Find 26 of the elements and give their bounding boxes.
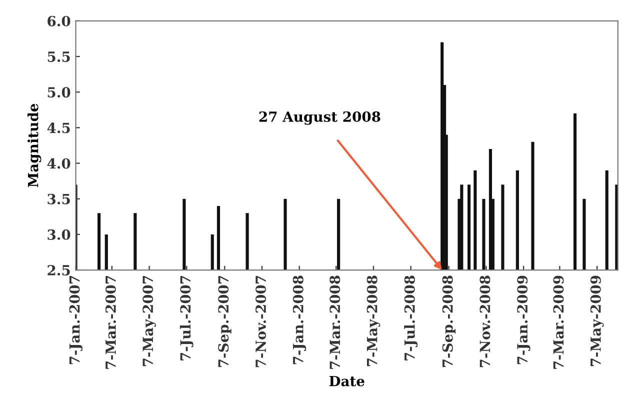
x-axis-title: Date — [329, 376, 364, 386]
y-axis-title: Magnitude — [28, 104, 42, 188]
x-tick-label: 7-Jul.-2008 — [404, 276, 418, 360]
x-tick-label: 7-May-2008 — [366, 276, 380, 366]
x-tick-label: 7-Sep.-2007 — [218, 276, 232, 368]
x-tick-label: 7-Nov.-2008 — [480, 276, 490, 368]
y-tick-label: 5.0 — [48, 87, 70, 98]
y-tick-label: 4.5 — [47, 122, 70, 134]
y-tick-label: 2.5 — [48, 264, 70, 276]
x-tick-label: 7-May-2007 — [142, 276, 156, 366]
y-tick-label: 6.0 — [48, 16, 70, 26]
x-tick-label: 7-Mar.-2008 — [330, 276, 340, 369]
x-tick-label: 7-Jan.-2007 — [69, 276, 82, 364]
x-tick-label: 7-Jan.-2009 — [517, 276, 530, 364]
x-tick-label: 7-Jul.-2007 — [180, 276, 194, 360]
x-tick-label: 7-Sep.-2008 — [442, 276, 456, 368]
annotation: 27 August 2008 — [259, 111, 380, 125]
x-tick-label: 7-Jan.-2008 — [292, 276, 306, 364]
y-tick-label: 3.0 — [48, 229, 70, 240]
x-tick-label: 7-Nov.-2007 — [256, 276, 266, 368]
y-tick-label: 5.5 — [48, 52, 70, 62]
x-tick-label: 7-Mar.-2007 — [105, 276, 116, 369]
x-tick-label: 7-May-2009 — [590, 276, 604, 366]
x-tick-label: 7-Mar.-2009 — [553, 276, 564, 369]
y-tick-label: 3.5 — [48, 194, 70, 204]
y-tick-label: 4.0 — [47, 158, 70, 169]
